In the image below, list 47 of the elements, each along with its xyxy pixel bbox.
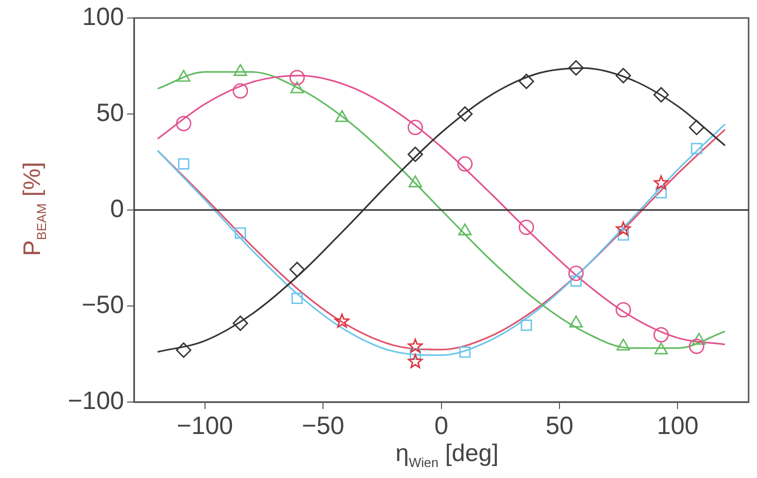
point	[232, 83, 248, 99]
point	[654, 175, 668, 190]
point	[334, 314, 350, 328]
point	[176, 342, 192, 358]
point	[408, 120, 423, 136]
point	[408, 354, 423, 368]
point	[568, 266, 584, 282]
y-tick-label: 0	[110, 194, 124, 223]
x-tick-label: −100	[176, 412, 234, 440]
x-tick-label: 100	[656, 412, 699, 440]
point	[291, 292, 303, 304]
point	[518, 74, 534, 90]
point	[457, 106, 473, 122]
point	[459, 346, 471, 358]
point	[176, 116, 192, 132]
y-tick-label: −50	[82, 290, 124, 319]
point	[688, 120, 704, 136]
point	[410, 348, 421, 360]
point	[616, 338, 630, 351]
point	[653, 87, 669, 102]
point	[289, 70, 305, 86]
point	[688, 338, 704, 354]
x-tick-label: −50	[302, 412, 344, 440]
point	[690, 142, 702, 154]
x-tick-label: 0	[434, 412, 448, 440]
point	[408, 146, 423, 162]
y-tick-label: 50	[96, 98, 124, 127]
point	[570, 275, 582, 287]
point	[616, 68, 632, 84]
y-tick-label: −100	[68, 386, 124, 415]
point	[457, 156, 473, 172]
point	[518, 220, 534, 235]
point	[408, 338, 423, 353]
point	[234, 227, 246, 239]
point	[653, 327, 669, 342]
point	[618, 229, 629, 241]
x-axis-title: η$_{Wien}$ [deg]	[395, 440, 499, 470]
point	[520, 320, 532, 331]
point	[616, 222, 631, 236]
point	[232, 316, 248, 331]
point	[616, 302, 632, 318]
point	[568, 60, 584, 76]
y-tick-label: 100	[82, 2, 124, 31]
x-tick-label: 50	[546, 412, 574, 440]
point	[655, 187, 667, 198]
point	[178, 158, 190, 170]
point	[289, 262, 305, 278]
